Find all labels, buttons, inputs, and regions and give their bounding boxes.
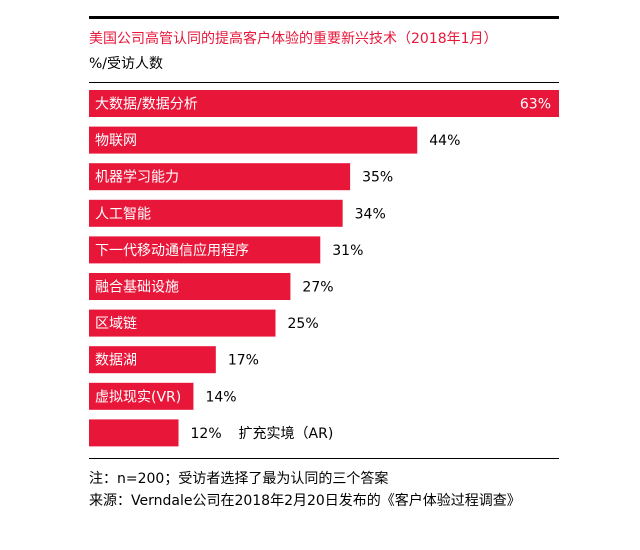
chart-title: 美国公司高管认同的提高客户体验的重要新兴技术（2018年1月） bbox=[89, 31, 498, 47]
value-label-8: 17% bbox=[228, 353, 259, 369]
category-label-5: 下一代移动通信应用程序 bbox=[95, 242, 249, 259]
bar-2 bbox=[89, 126, 418, 154]
header-rule bbox=[89, 82, 559, 83]
bar-8 bbox=[89, 346, 216, 374]
value-label-5: 31% bbox=[332, 243, 363, 259]
bar-10 bbox=[89, 419, 179, 447]
category-label-9: 虚拟现实(VR) bbox=[95, 389, 181, 405]
category-label-4: 人工智能 bbox=[95, 206, 151, 222]
category-label-1: 大数据/数据分析 bbox=[95, 97, 198, 113]
bar-1 bbox=[89, 90, 559, 117]
bar-9 bbox=[89, 382, 194, 410]
sample-note: 注：n=200；受访者选择了最为认同的三个答案 bbox=[89, 471, 389, 487]
value-label-3: 35% bbox=[362, 170, 393, 186]
unit-label: %/受访人数 bbox=[89, 56, 164, 72]
value-label-9: 14% bbox=[205, 389, 236, 405]
category-label-6: 融合基础设施 bbox=[95, 279, 179, 296]
bottom-rule bbox=[89, 458, 559, 459]
source-note: 来源：Verndale公司在2018年2月20日发布的《客户体验过程调查》 bbox=[89, 493, 521, 509]
bar-4 bbox=[89, 199, 343, 227]
value-label-6: 27% bbox=[302, 280, 333, 296]
bar-3 bbox=[89, 163, 351, 191]
bar-7 bbox=[89, 309, 276, 337]
category-label-10: 扩充实境（AR) bbox=[239, 426, 334, 442]
bar-6 bbox=[89, 273, 291, 300]
category-label-8: 数据湖 bbox=[95, 353, 137, 369]
value-label-7: 25% bbox=[288, 316, 319, 332]
category-label-3: 机器学习能力 bbox=[95, 170, 179, 186]
value-label-1: 63% bbox=[520, 97, 551, 113]
top-rule bbox=[89, 16, 559, 19]
bar-5 bbox=[89, 236, 321, 264]
category-label-7: 区域链 bbox=[95, 316, 137, 332]
category-label-2: 物联网 bbox=[95, 133, 137, 149]
value-label-2: 44% bbox=[429, 133, 460, 149]
value-label-10: 12% bbox=[191, 426, 222, 442]
value-label-4: 34% bbox=[355, 206, 386, 222]
